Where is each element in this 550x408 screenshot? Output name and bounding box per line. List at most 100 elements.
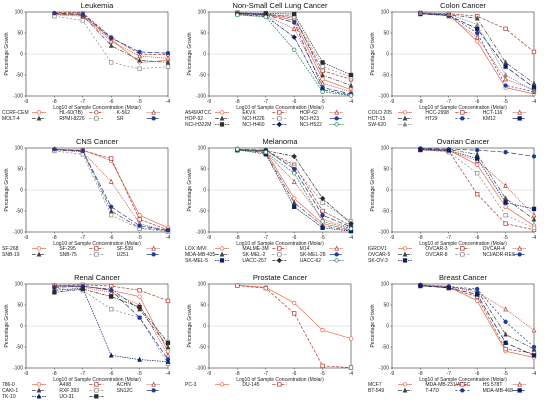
data-point xyxy=(292,204,297,209)
data-point xyxy=(503,340,508,345)
legend-item-uo-31: UO-31 xyxy=(59,394,104,400)
legend-marker xyxy=(460,388,465,393)
legend-marker xyxy=(334,258,339,263)
data-point xyxy=(531,154,537,159)
x-tick-label: -4 xyxy=(532,235,537,241)
legend-item-km12: KM12 xyxy=(483,116,527,122)
chart-title: Melanoma xyxy=(262,137,298,146)
legend-label: MOLT-4 xyxy=(2,116,20,122)
y-tick-label: 100 xyxy=(381,146,390,152)
series-du-145 xyxy=(235,283,354,370)
legend-item-mda-mb-468: MDA-MB-468 xyxy=(483,388,527,394)
chart-panel-prostate-cancer: Prostate Cancer 100 50 0 -50 -100 -9 -8 -7 -6 -5 -4… xyxy=(183,272,366,408)
legend-label: U251 xyxy=(117,252,129,258)
y-tick-label: 100 xyxy=(381,10,390,16)
x-tick-label: -8 xyxy=(418,235,423,241)
legend-label: OVCAR-8 xyxy=(425,252,447,258)
series-line xyxy=(54,288,169,344)
legend-item-nci-h226: NCI-H226 xyxy=(242,116,287,122)
series-line xyxy=(237,148,352,232)
legend-item-lox-imvi: LOX IMVI xyxy=(185,246,229,252)
series-line xyxy=(237,12,352,95)
data-point xyxy=(446,11,452,17)
legend-marker xyxy=(460,382,465,387)
chart-panel-non-small-cell-lung-cancer: Non-Small Cell Lung Cancer 100 50 0 -50 -100-… xyxy=(183,0,366,136)
y-axis-label: Percentage Growth xyxy=(4,168,10,211)
x-tick-label: -6 xyxy=(109,99,114,105)
series-line xyxy=(237,12,352,76)
legend-label: SK-OV-3 xyxy=(368,258,388,264)
data-point xyxy=(137,213,142,218)
data-point xyxy=(503,64,508,69)
data-point xyxy=(348,72,354,78)
y-tick-label: 0 xyxy=(203,324,206,330)
data-point xyxy=(108,178,114,184)
data-point xyxy=(475,156,480,161)
legend-marker xyxy=(517,388,522,393)
legend-label: HL-60(TB) xyxy=(59,110,83,116)
legend-marker xyxy=(94,388,99,393)
data-point xyxy=(137,66,142,71)
data-point xyxy=(291,199,297,205)
legend-item-bt-549: BT-549 xyxy=(368,387,412,394)
legend-marker xyxy=(334,252,339,257)
data-point xyxy=(446,148,451,153)
data-point xyxy=(503,150,508,155)
data-point xyxy=(531,212,537,218)
legend-marker xyxy=(334,109,340,115)
legend-label: BT-549 xyxy=(368,388,384,394)
data-point xyxy=(165,352,171,358)
chart-title: Ovarian Cancer xyxy=(437,137,490,146)
y-tick-label: -50 xyxy=(199,209,206,215)
data-point xyxy=(165,344,171,350)
data-point xyxy=(531,344,537,350)
x-tick-label: -6 xyxy=(109,371,114,377)
legend-label: MALME-3M xyxy=(242,246,268,252)
x-tick-label: -8 xyxy=(235,235,240,241)
legend-item-snb-19: SNB-19 xyxy=(2,251,46,258)
legend-item-malme-3m: MALME-3M xyxy=(242,246,287,252)
y-axis-label: Percentage Growth xyxy=(187,304,193,347)
legend-label: RPMI-8226 xyxy=(59,116,85,122)
data-point xyxy=(137,315,142,320)
data-point xyxy=(292,20,297,25)
series-line xyxy=(54,287,169,363)
legend-marker xyxy=(517,381,523,387)
data-point xyxy=(531,225,537,230)
y-tick-label: 50 xyxy=(17,167,23,173)
data-point xyxy=(109,213,114,218)
legend-item-m14: M14 xyxy=(300,245,344,252)
x-tick-label: -4 xyxy=(349,235,354,241)
data-point xyxy=(165,340,171,345)
legend-marker xyxy=(334,245,340,251)
y-tick-label: -100 xyxy=(196,94,206,100)
x-tick-label: -5 xyxy=(320,371,325,377)
data-point xyxy=(52,290,57,295)
data-point xyxy=(320,225,325,230)
y-tick-label: -50 xyxy=(382,209,389,215)
y-tick-label: 100 xyxy=(198,282,207,288)
legend-label: EKVX xyxy=(242,110,256,116)
legend-marker xyxy=(402,251,408,257)
series-rpmi-8226 xyxy=(52,14,171,71)
data-point xyxy=(503,182,508,188)
legend-item-ccrf-cem: CCRF-CEM xyxy=(2,110,46,116)
y-tick-label: 50 xyxy=(17,31,23,37)
legend-marker xyxy=(402,258,408,263)
series-u251 xyxy=(52,147,171,233)
legend-item-786-0: 786-0 xyxy=(2,382,46,388)
legend-label: SN12C xyxy=(117,388,134,394)
legend-marker xyxy=(219,110,225,115)
chart-panel-colon-cancer: Colon Cancer 100 50 0 -50 -100 -9 -8 -7 -6 -5 -4 Per… xyxy=(366,0,549,136)
legend-item-nci-adr-res: NCI/ADR-RES xyxy=(483,252,527,258)
legend-label: NCI-H522 xyxy=(300,122,322,128)
legend-label: SK-MEL-2 xyxy=(242,252,265,258)
y-tick-label: -50 xyxy=(16,209,23,215)
data-point xyxy=(503,204,508,209)
data-point xyxy=(503,331,508,337)
legend-marker xyxy=(517,109,523,115)
x-tick-label: -7 xyxy=(81,99,86,105)
x-tick-label: -8 xyxy=(418,371,423,377)
legend-item-nci-h522: NCI-H522 xyxy=(300,122,344,128)
x-axis-label: Log10 of Sample Concentration (Molar) xyxy=(236,105,324,111)
